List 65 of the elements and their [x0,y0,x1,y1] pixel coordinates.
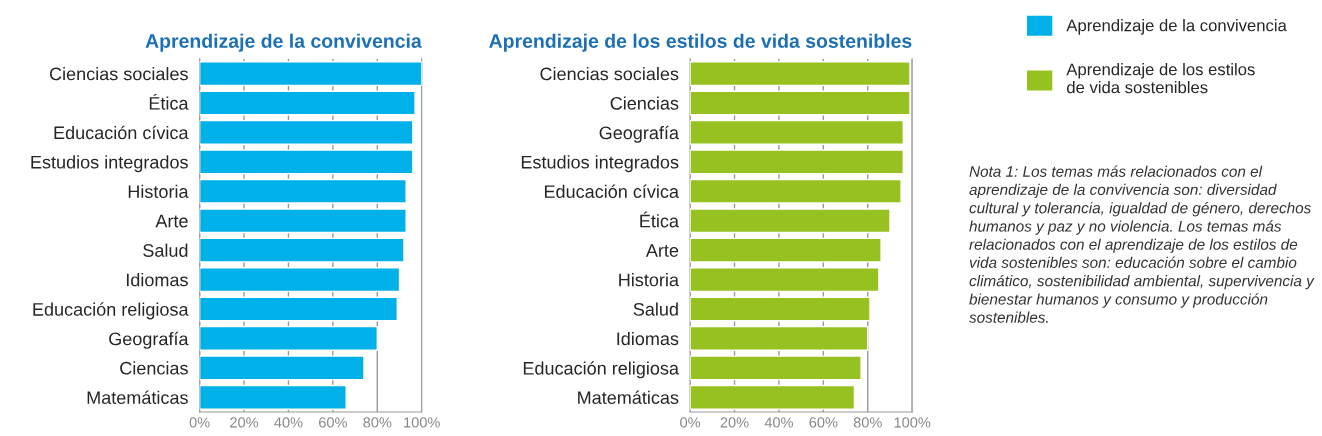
x-tick-label: 20% [230,417,259,428]
bar [199,296,398,322]
y-tick-label: Educación religiosa [33,302,189,320]
y-tick-label: Idiomas [617,331,679,346]
x-tick-label: 40% [274,417,303,428]
bar [199,208,407,234]
text: Aprendizaje de los estilos de vida sostenibles [1066,63,1255,94]
bar [690,325,869,351]
y-tick-label: Idiomas [126,273,188,287]
bar [690,296,871,322]
y-tick-label: Historia [128,184,189,199]
y-tick-label: Ética [640,211,679,228]
bar [199,61,422,87]
x-tick-label: 0% [680,417,701,428]
y-tick-label: Ciencias sociales [49,67,188,81]
bar [690,119,904,145]
y-tick-label: Geografía [109,331,189,349]
y-tick-label: Salud [143,243,188,257]
x-tick-label: 60% [809,417,838,428]
y-tick-label: Ciencias [120,361,188,375]
bar [690,237,882,263]
bar [690,384,856,410]
bar [199,178,407,204]
y-tick-label: Ciencias [610,96,679,110]
bar [690,61,911,87]
x-tick-label: 80% [363,417,392,428]
y-tick-label: Matemáticas [578,390,679,405]
x-tick-label: 100% [894,417,931,428]
y-tick-label: Estudios integrados [521,155,679,173]
y-tick-label: Ética [149,93,189,110]
x-tick-label: 100% [404,417,440,428]
bar [199,355,365,381]
text: Nota 1: Los temas más relacionados con el aprendizaje de la convivencia son: diversidad cultural y tolerancia, igualdad de género, derechos humanos y paz y no violencia. Los temas más relacionados con el aprendizaje de los estilos de vida sostenibles son: educación sobre el cambio climático, sostenibilidad ambiental, supervivencia y bienestar humanos y consumo y producción sostenibles. [969,165,1315,323]
bar [199,267,401,293]
bar [199,90,416,116]
chart-title: Aprendizaje de la convivencia [145,33,422,52]
y-tick-label: Arte [645,244,679,257]
y-tick-label: Educación religiosa [523,361,679,379]
legend-label: Aprendizaje de la convivencia [1066,19,1287,35]
bar [199,119,414,145]
bar [199,149,414,175]
bar [690,178,902,204]
x-tick-label: 40% [764,417,793,428]
x-tick-label: 80% [853,417,882,428]
y-tick-label: Educación cívica [544,184,679,199]
y-tick-label: Historia [619,273,679,287]
y-tick-label: Salud [633,302,678,316]
bar [199,325,378,351]
x-tick-label: 0% [189,417,210,428]
bar [690,90,911,116]
bar [690,355,862,381]
bar [690,149,904,175]
y-tick-label: Geografía [599,125,679,143]
chart-title: Aprendizaje de los estilos de vida sostenibles [489,33,912,52]
bar [199,384,347,410]
y-tick-label: Matemáticas [87,390,188,405]
bar [199,237,405,263]
bar [690,208,891,234]
y-tick-label: Ciencias sociales [540,67,679,81]
y-tick-label: Arte [155,214,188,228]
x-tick-label: 20% [720,417,749,428]
bar [690,267,880,293]
y-tick-label: Estudios integrados [31,155,188,173]
y-tick-label: Educación cívica [54,125,189,140]
x-tick-label: 60% [319,417,347,428]
